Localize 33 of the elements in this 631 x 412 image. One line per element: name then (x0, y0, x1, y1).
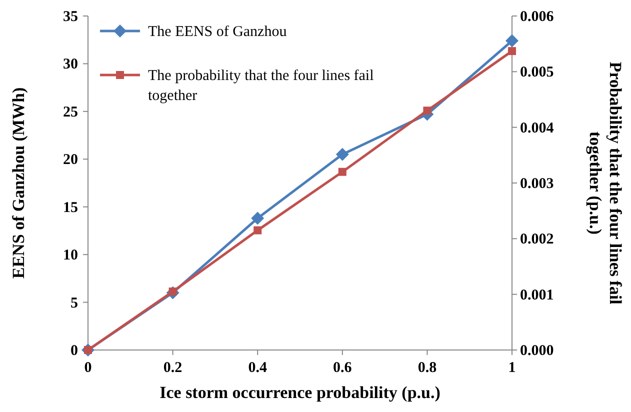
y2-tick-label: 0.000 (520, 343, 554, 359)
point (423, 106, 432, 115)
y2-tick-label: 0.005 (520, 64, 554, 81)
y2-axis-title: Probability that the four lines fail together (p.u.) (586, 62, 625, 305)
x-tick-label: 0.8 (418, 360, 437, 376)
y-tick-label: 0 (70, 343, 78, 359)
y-tick-label: 5 (70, 295, 78, 312)
point (251, 212, 264, 225)
x-tick-label: 0.4 (248, 360, 268, 376)
x-tick-label: 0.6 (333, 360, 352, 376)
legend-label: The probability that the four lines fail together (148, 68, 374, 104)
point (254, 226, 262, 234)
y2-tick-label: 0.002 (520, 232, 554, 248)
x-tick-label: 0.2 (163, 360, 182, 376)
y2-tick-label: 0.006 (520, 9, 554, 25)
point (338, 168, 346, 176)
y-tick-label: 35 (63, 9, 78, 25)
y-tick-label: 15 (63, 200, 78, 216)
point (506, 34, 518, 48)
y2-tick-label: 0.003 (520, 176, 554, 192)
legend-label: The EENS of Ganzhou (148, 24, 288, 40)
y-tick-label: 25 (63, 104, 78, 120)
y2-tick-label: 0.001 (520, 287, 554, 304)
y-tick-label: 30 (63, 56, 78, 73)
x-tick-label: 1 (508, 360, 516, 376)
point (508, 47, 516, 56)
y-tick-label: 10 (63, 248, 78, 264)
x-axis-title: Ice storm occurrence probability (p.u.) (160, 383, 440, 402)
y-tick-label: 20 (63, 152, 78, 168)
y-axis-title: EENS of Ganzhou (MWh) (9, 87, 28, 279)
x-tick-label: 0 (84, 360, 92, 376)
point (336, 148, 349, 161)
y2-tick-label: 0.004 (520, 120, 554, 136)
